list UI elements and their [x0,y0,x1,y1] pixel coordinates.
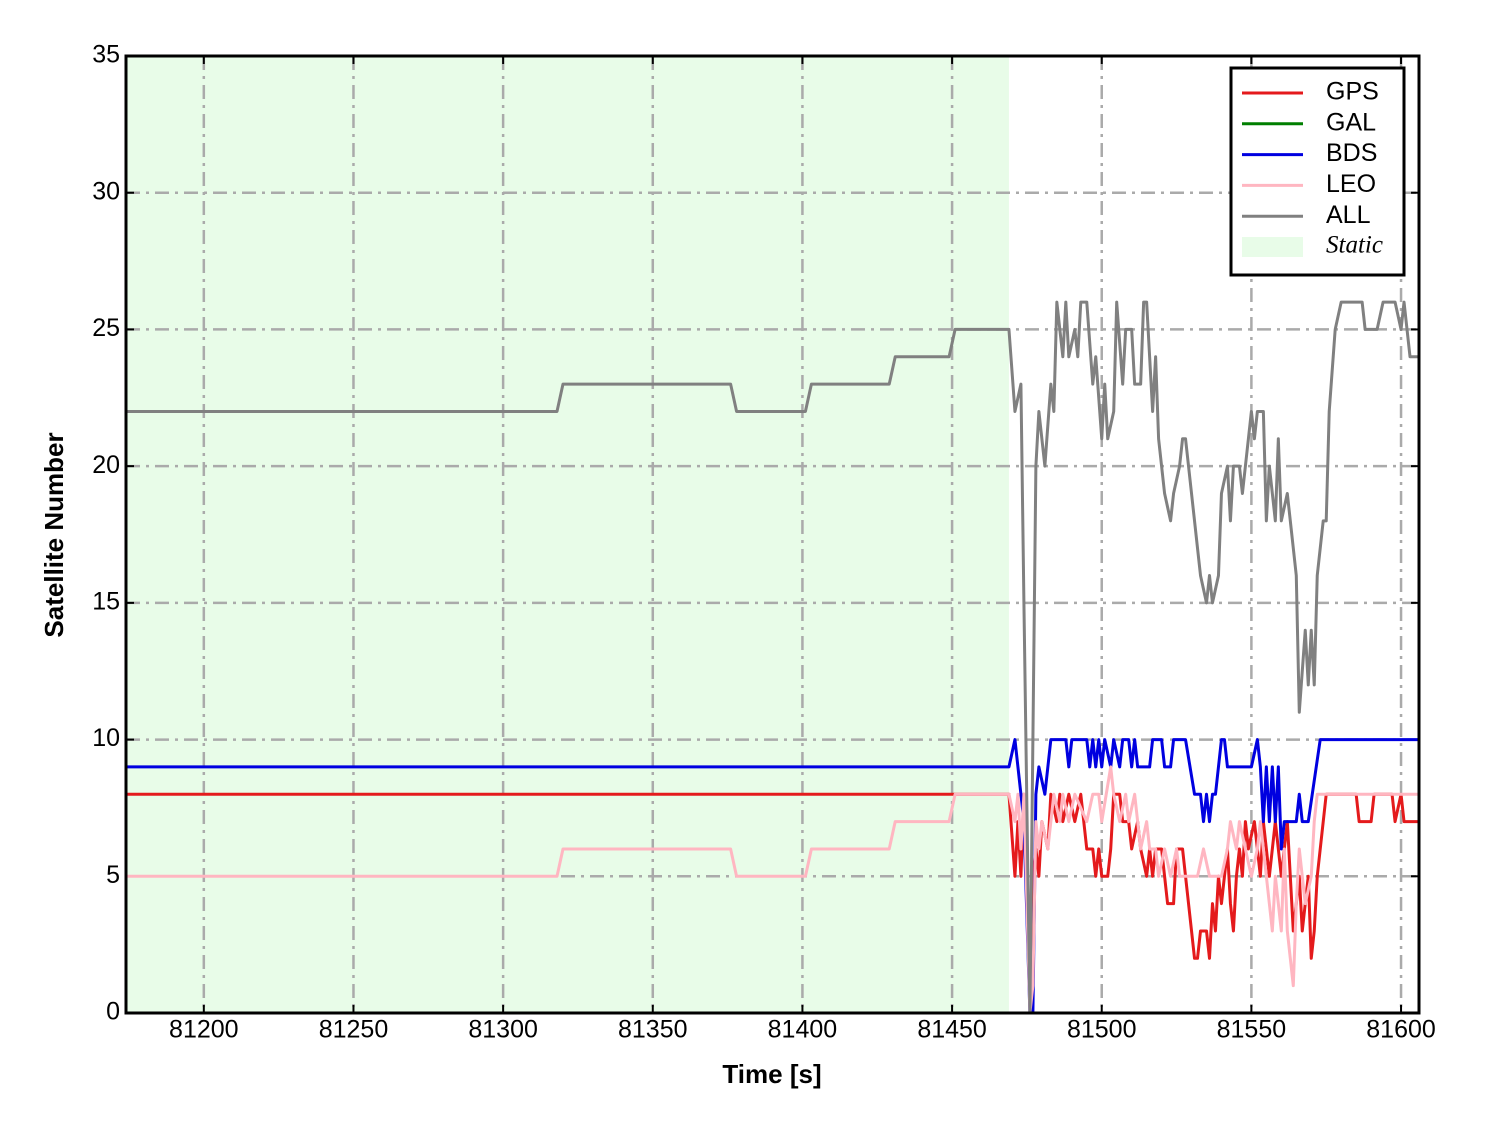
x-tick-label: 81250 [319,1016,389,1044]
legend-swatch [1242,237,1303,257]
x-tick-label: 81350 [618,1016,688,1044]
legend-label: GAL [1326,108,1376,136]
x-tick-label: 81400 [768,1016,838,1044]
plot-frame [124,54,1421,1015]
legend-label: ALL [1326,201,1371,229]
y-tick-label: 0 [106,998,120,1026]
x-tick-label: 81450 [917,1016,987,1044]
legend-label: LEO [1326,170,1376,198]
y-tick-label: 20 [92,451,120,479]
data-line [126,300,1419,1015]
x-tick-label: 81600 [1366,1016,1436,1044]
data-line [126,765,1419,1015]
y-tick-label: 25 [92,314,120,342]
x-tick-label: 81550 [1217,1016,1287,1044]
legend-label: Static [1326,232,1383,259]
x-tick-label: 81300 [468,1016,538,1044]
x-axis-label: Time [s] [722,1059,821,1089]
y-tick-label: 15 [92,587,120,615]
x-tick-label: 81500 [1067,1016,1137,1044]
legend-label: BDS [1326,139,1377,167]
x-tick-label: 81200 [169,1016,239,1044]
y-tick-label: 30 [92,177,120,205]
y-tick-label: 5 [106,861,120,889]
y-tick-label: 35 [92,41,120,69]
shade-region [126,56,1009,1013]
y-tick-label: 10 [92,724,120,752]
legend-label: GPS [1326,78,1379,106]
y-axis-label: Satellite Number [39,432,69,637]
data-line [126,738,1419,1015]
